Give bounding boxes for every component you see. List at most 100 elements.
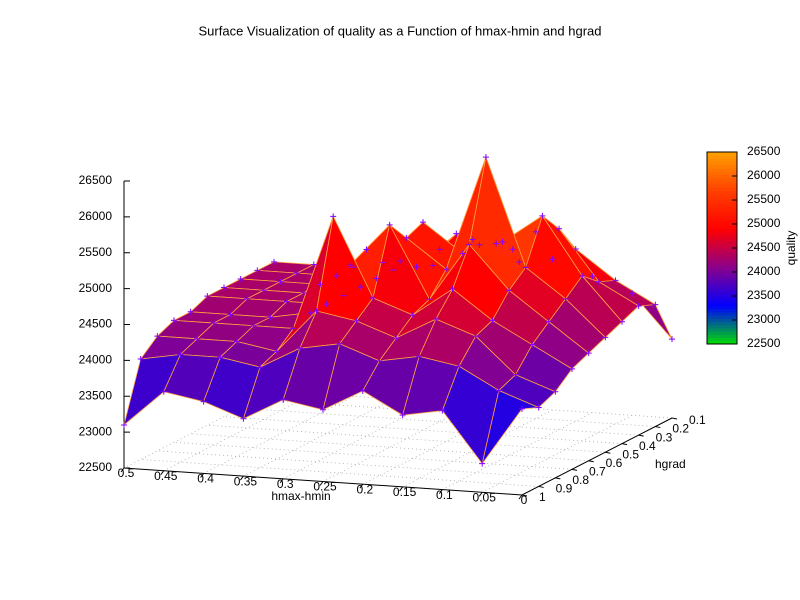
colorbar-tick-label: 25000: [747, 216, 781, 230]
data-point: [370, 294, 376, 301]
grid-line: [207, 424, 606, 453]
colorbar-tick-label: 23500: [747, 288, 781, 302]
x-tick-label: 0.15: [393, 485, 417, 499]
data-point: [204, 293, 211, 300]
colorbar-segment: [707, 283, 737, 287]
colorbar-segment: [707, 216, 737, 220]
data-point: [512, 371, 519, 378]
y-tick-label: 0.8: [572, 473, 589, 487]
data-point: [439, 407, 446, 414]
data-point: [595, 278, 602, 285]
data-point: [535, 404, 542, 411]
data-point: [612, 277, 619, 284]
colorbar-segment: [707, 276, 737, 281]
data-point: [420, 219, 426, 226]
colorbar-segment: [707, 238, 737, 243]
data-point: [393, 334, 400, 341]
data-point: [453, 230, 460, 237]
y-axis-label: hgrad: [655, 457, 686, 471]
colorbar-segment: [707, 305, 737, 310]
y-tick-label: 0.4: [639, 439, 656, 453]
colorbar-segment: [707, 257, 737, 262]
data-point: [572, 245, 579, 252]
data-point: [479, 460, 486, 467]
data-point: [519, 405, 525, 412]
colorbar-segment: [707, 260, 737, 265]
colorbar-segment: [707, 228, 737, 233]
colorbar-segment: [707, 318, 737, 323]
data-point: [386, 221, 393, 228]
data-point: [399, 412, 406, 419]
data-point: [562, 295, 569, 302]
data-point: [602, 334, 609, 341]
colorbar-segment: [707, 334, 737, 339]
data-point: [522, 264, 529, 271]
grid-line: [240, 407, 639, 436]
data-point: [227, 311, 234, 318]
colorbar-segment: [707, 289, 737, 294]
colorbar-segment: [707, 270, 737, 275]
x-tick: [200, 473, 205, 478]
data-point: [443, 266, 450, 273]
data-point: [532, 228, 539, 235]
x-tick-label: 0.1: [436, 488, 453, 502]
data-point: [396, 258, 403, 265]
data-point: [432, 316, 439, 323]
data-point: [476, 241, 483, 248]
colorbar-label: quality: [784, 231, 798, 266]
y-tick-label: 0.3: [656, 430, 673, 444]
z-tick-label: 25500: [79, 245, 113, 259]
x-tick: [438, 489, 443, 494]
data-point: [470, 236, 476, 243]
data-point: [556, 225, 563, 232]
grid-line: [482, 414, 633, 493]
data-point: [545, 318, 552, 325]
data-point: [346, 262, 353, 269]
data-point: [363, 246, 370, 253]
data-point: [307, 309, 314, 316]
data-point: [516, 258, 523, 265]
colorbar-segment: [707, 308, 737, 313]
z-tick-label: 22500: [79, 460, 113, 474]
data-point: [629, 290, 636, 297]
y-tick-label: 0.7: [589, 465, 606, 479]
y-tick-label: 0.2: [672, 422, 689, 436]
colorbar-segment: [707, 152, 737, 156]
colorbar-segment: [707, 302, 737, 307]
x-tick-label: 0: [521, 493, 528, 507]
colorbar-tick-label: 26500: [747, 144, 781, 158]
z-tick-label: 26000: [79, 209, 113, 223]
colorbar-tick-label: 23000: [747, 312, 781, 326]
colorbar-tick-label: 24000: [747, 264, 781, 278]
data-point: [409, 312, 416, 319]
y-tick-label: 1: [539, 490, 546, 504]
data-point: [257, 364, 264, 371]
data-point: [482, 154, 489, 161]
y-tick-label: 0.5: [622, 447, 639, 461]
data-point: [430, 262, 437, 269]
colorbar-segment: [707, 180, 737, 185]
data-point: [579, 272, 586, 279]
data-point: [549, 256, 556, 263]
data-point: [254, 267, 261, 274]
y-tick: [605, 451, 611, 454]
colorbar-segment: [707, 267, 737, 271]
y-tick: [621, 443, 628, 446]
data-point: [233, 338, 240, 345]
colorbar-segment: [707, 209, 737, 214]
data-point: [320, 406, 326, 413]
data-point: [493, 240, 500, 247]
grid-line: [190, 433, 589, 462]
data-point: [373, 275, 380, 282]
y-tick: [571, 468, 578, 471]
data-point: [121, 421, 127, 428]
data-point: [330, 213, 337, 220]
colorbar-segment: [707, 264, 737, 268]
z-tick-label: 23500: [79, 388, 113, 402]
data-point: [466, 241, 473, 248]
colorbar-segment: [707, 177, 737, 182]
data-point: [353, 317, 360, 324]
data-point: [244, 295, 251, 302]
colorbar-segment: [707, 331, 737, 335]
